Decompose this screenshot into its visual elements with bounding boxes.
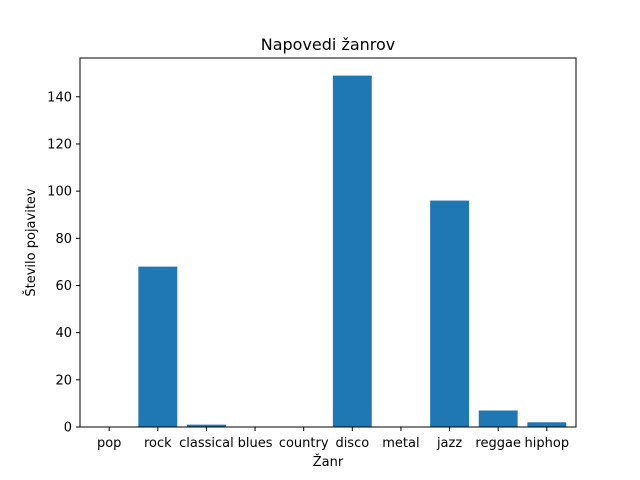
bar-classical xyxy=(186,424,226,427)
y-axis-label: Število pojavitev xyxy=(23,188,39,297)
bar-hiphop xyxy=(527,422,567,427)
x-axis-label: Žanr xyxy=(313,454,344,470)
y-tick-label: 80 xyxy=(55,232,72,247)
y-tick-label: 0 xyxy=(64,421,72,436)
y-axis-ticks: 0 20 40 60 80 100 120 140 xyxy=(47,90,80,436)
bar-reggae xyxy=(478,410,518,427)
y-tick-label: 40 xyxy=(55,326,72,341)
x-axis-ticks: pop rock classical blues country disco metal ja… xyxy=(97,427,569,451)
y-tick-label: 100 xyxy=(47,185,72,200)
bars-group xyxy=(138,75,567,427)
x-tick-label: metal xyxy=(382,436,419,451)
bar-disco xyxy=(332,75,372,427)
x-tick-label: jazz xyxy=(436,436,462,451)
bar-rock xyxy=(138,266,178,427)
y-tick-label: 60 xyxy=(55,279,72,294)
chart-title: Napovedi žanrov xyxy=(261,35,396,54)
x-tick-label: blues xyxy=(238,436,273,451)
x-tick-label: classical xyxy=(179,436,234,451)
x-tick-label: hiphop xyxy=(525,436,570,451)
x-tick-label: rock xyxy=(144,436,172,451)
y-tick-label: 20 xyxy=(55,373,72,388)
x-tick-label: disco xyxy=(335,436,369,451)
x-tick-label: reggae xyxy=(475,436,521,451)
y-tick-label: 120 xyxy=(47,137,72,152)
x-tick-label: pop xyxy=(97,436,121,451)
bar-jazz xyxy=(430,200,470,427)
x-tick-label: country xyxy=(279,436,329,451)
y-tick-label: 140 xyxy=(47,90,72,105)
plot-frame xyxy=(79,57,577,428)
